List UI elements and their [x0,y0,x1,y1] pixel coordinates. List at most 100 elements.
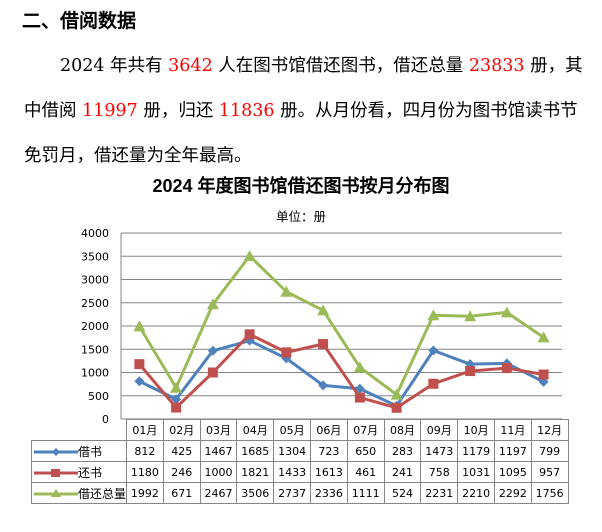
table-cell: 1685 [236,440,275,462]
triangle-marker [133,320,146,332]
table-corner [31,419,128,441]
y-tick-label: 500 [88,390,109,403]
legend-entry: 借还总量 [30,482,128,504]
triangle-marker [170,381,183,393]
table-cell: 425 [162,440,201,462]
highlighted-number: 11997 [82,101,138,121]
table-cell: 2467 [199,482,238,504]
month-header: 05月 [273,419,311,441]
table-cell: 1179 [457,440,495,462]
table-cell: 1197 [493,440,532,462]
section-heading: 二、借阅数据 [22,10,137,32]
table-row: 借还总量 1992 671 2467 3506 2737 2336 1111 524 2231 22… [30,482,569,504]
table-cell: 799 [530,440,569,462]
triangle-marker [317,304,330,316]
month-header: 10月 [457,419,495,441]
diamond-marker [428,345,439,356]
table-cell: 2292 [493,482,532,504]
y-tick-label: 2000 [81,320,109,333]
legend-label: 借书 [78,444,103,459]
diamond-marker [134,376,145,387]
legend-diamond-icon [34,448,78,456]
summary-paragraph: 2024 年共有 3642 人在图书馆借还图书，借还总量 23833 册，其中借… [24,44,584,179]
diamond-marker [318,380,329,391]
series-lines [133,249,550,413]
triangle-marker [500,306,513,318]
legend-label: 借还总量 [78,486,127,501]
table-row: 借书 812 425 1467 1685 1304 723 650 283 1473 1179 119… [30,440,569,462]
legend-label: 还书 [78,465,103,480]
highlighted-number: 3642 [168,56,213,76]
triangle-marker [427,309,440,321]
month-header: 03月 [199,419,238,441]
table-cell: 723 [310,440,348,462]
legend-triangle-icon [34,489,78,497]
triangle-marker [243,249,256,261]
square-marker [354,392,365,403]
table-cell: 1304 [273,440,311,462]
diamond-marker [207,345,218,356]
month-header: 12月 [530,419,569,441]
y-tick-label: 1500 [81,343,109,356]
table-cell: 1473 [420,440,459,462]
square-marker [391,402,402,413]
series-line-1 [138,332,544,410]
square-marker [465,366,476,377]
triangle-marker [206,298,219,310]
square-marker [428,378,439,389]
table-cell: 2231 [420,482,459,504]
legend-entry: 还书 [30,461,128,483]
table-cell: 1992 [126,482,164,504]
chart-unit-label: 单位：册 [275,209,326,224]
month-header: 06月 [310,419,348,441]
month-header: 11月 [493,419,532,441]
triangle-marker [464,310,477,322]
table-cell: 1000 [199,461,238,483]
table-cell: 241 [383,461,422,483]
table-cell: 524 [383,482,422,504]
table-cell: 758 [420,461,459,483]
diamond-marker [171,394,182,405]
y-tick-label: 3000 [81,274,109,287]
table-cell: 246 [162,461,201,483]
chart-data-table: 01月 02月 03月 04月 05月 06月 07月 08月 09月 10月 11月 12月 借书 81… [30,419,569,504]
table-cell: 671 [162,482,201,504]
triangle-marker [537,331,550,343]
square-marker [134,359,145,370]
square-marker [281,347,292,358]
triangle-marker [280,285,293,297]
square-marker [538,369,549,380]
paragraph-text: 2024 年共有 [60,56,169,76]
y-tick-label: 2500 [81,297,109,310]
legend-entry: 借书 [30,440,128,462]
series-line-2 [138,254,545,397]
table-cell: 1095 [493,461,532,483]
table-cell: 2336 [310,482,348,504]
month-header: 09月 [420,419,459,441]
month-header: 01月 [126,419,164,441]
triangle-marker [353,361,366,373]
square-marker [244,329,255,340]
table-cell: 650 [346,440,385,462]
table-row: 还书 1180 246 1000 1821 1433 1613 461 241 758 1031 10… [30,461,569,483]
month-header: 08月 [383,419,422,441]
y-tick-label: 1000 [81,367,109,380]
square-marker [318,338,329,349]
paragraph-text: 册，归还 [137,101,219,121]
highlighted-number: 23833 [468,56,525,76]
series-line-0 [138,339,545,408]
table-cell: 2737 [273,482,311,504]
table-cell: 461 [346,461,385,483]
table-cell: 957 [530,461,569,483]
y-tick-label: 4000 [81,227,109,240]
month-header: 07月 [346,419,385,441]
table-cell: 2210 [457,482,495,504]
table-cell: 1613 [310,461,348,483]
table-cell: 3506 [236,482,275,504]
table-cell: 1821 [236,461,275,483]
table-cell: 283 [383,440,422,462]
triangle-marker [390,388,403,400]
table-cell: 1111 [346,482,385,504]
